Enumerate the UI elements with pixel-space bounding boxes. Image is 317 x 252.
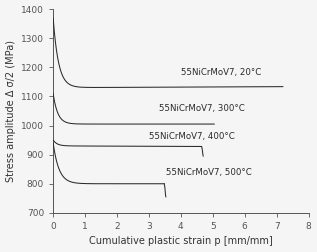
Text: 55NiCrMoV7, 500°C: 55NiCrMoV7, 500°C bbox=[166, 168, 252, 177]
X-axis label: Cumulative plastic strain p [mm/mm]: Cumulative plastic strain p [mm/mm] bbox=[89, 236, 273, 246]
Text: 55NiCrMoV7, 400°C: 55NiCrMoV7, 400°C bbox=[149, 132, 235, 141]
Y-axis label: Stress amplitude Δ σ/2 (MPa): Stress amplitude Δ σ/2 (MPa) bbox=[6, 40, 16, 182]
Text: 55NiCrMoV7, 300°C: 55NiCrMoV7, 300°C bbox=[158, 104, 244, 113]
Text: 55NiCrMoV7, 20°C: 55NiCrMoV7, 20°C bbox=[181, 68, 261, 77]
